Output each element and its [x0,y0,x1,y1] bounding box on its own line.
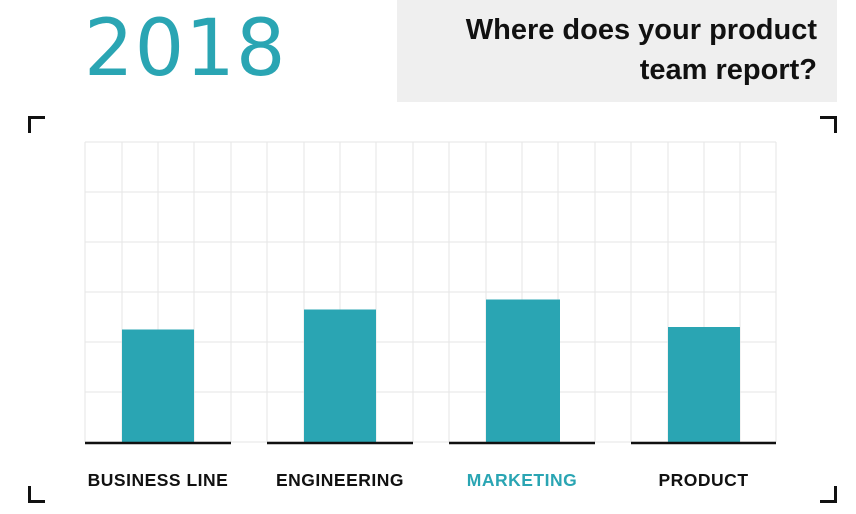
bar-product [668,327,740,442]
category-label-business-line: BUSINESS LINE [88,470,229,490]
corner-mark-bottom-left [28,486,45,503]
category-label-marketing: MARKETING [467,470,577,490]
year-heading: 2018 [84,4,287,94]
corner-mark-top-left [28,116,45,133]
bar-business-line [122,329,194,442]
category-label-engineering: ENGINEERING [276,470,404,490]
chart-bars [122,299,740,442]
question-text: Where does your product team report? [465,14,817,86]
category-label-product: PRODUCT [658,470,748,490]
corner-mark-bottom-right [820,486,837,503]
question-box: Where does your product team report? [397,0,837,102]
chart-category-labels: BUSINESS LINE ENGINEERING MARKETING PRODUCT [88,470,748,490]
bar-marketing [486,299,560,442]
bar-engineering [304,309,376,442]
corner-mark-top-right [820,116,837,133]
